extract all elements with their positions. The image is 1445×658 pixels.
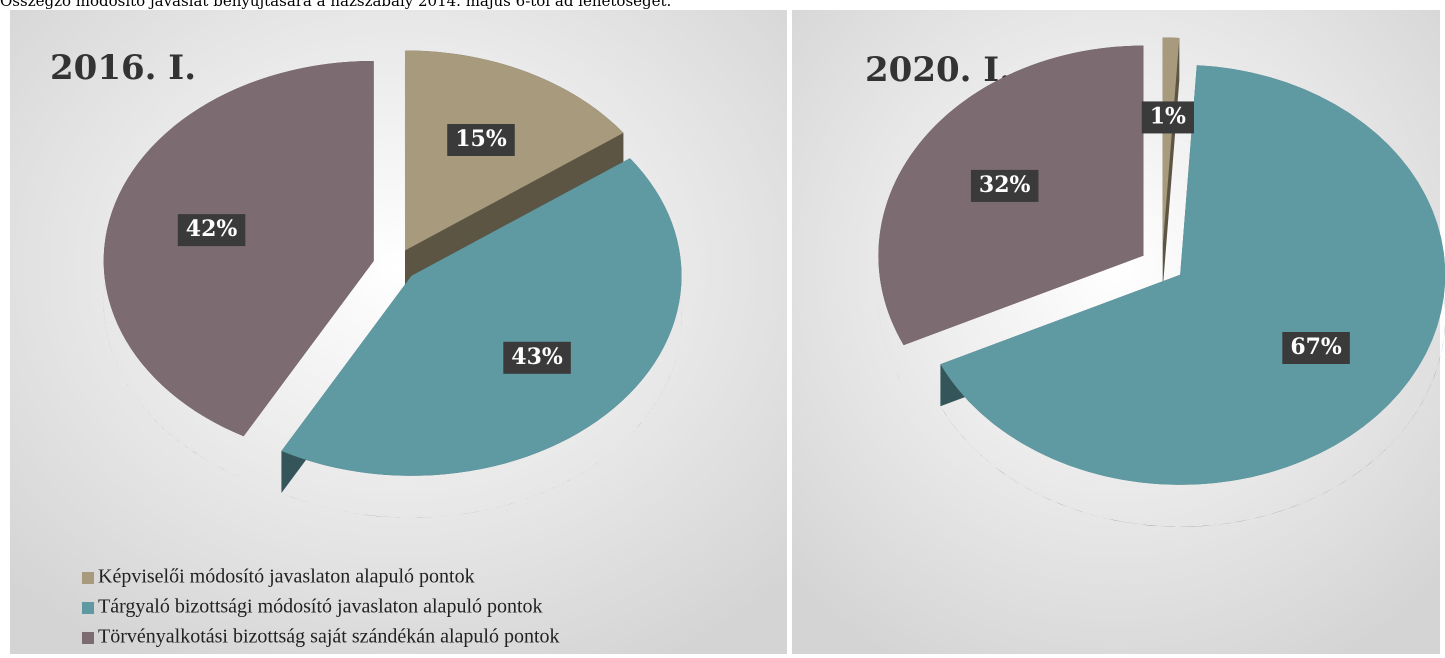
value-label-text: 43% bbox=[511, 344, 563, 370]
legend-swatch bbox=[82, 602, 94, 614]
value-label-box bbox=[503, 341, 571, 374]
value-label: 1% bbox=[1141, 101, 1194, 134]
value-label-text: 1% bbox=[1150, 103, 1186, 129]
value-label-box bbox=[1282, 331, 1350, 364]
legend-swatch bbox=[82, 632, 94, 644]
chart-title: 2016. I. bbox=[50, 48, 196, 88]
slice bbox=[281, 158, 682, 476]
value-label: 15% bbox=[447, 123, 515, 156]
value-label: 42% bbox=[177, 214, 246, 247]
slice bbox=[940, 65, 1445, 485]
value-label: 67% bbox=[1282, 331, 1350, 364]
legend-swatch bbox=[82, 572, 94, 584]
value-label-text: 42% bbox=[186, 216, 238, 242]
slice bbox=[103, 60, 374, 437]
value-label-text: 67% bbox=[1290, 334, 1342, 360]
legend-label: Tárgyaló bizottsági módosító javaslaton … bbox=[98, 596, 543, 618]
slice bbox=[1162, 37, 1180, 248]
value-label-box bbox=[970, 169, 1039, 202]
legend-label: Törvényalkotási bizottság saját szándéká… bbox=[98, 626, 560, 648]
value-label-box bbox=[447, 123, 515, 156]
value-label-text: 32% bbox=[979, 172, 1031, 198]
chart-title: 2020. I. bbox=[865, 50, 1011, 90]
caption: Összegző módosító javaslat benyújtására … bbox=[0, 0, 671, 10]
value-label: 32% bbox=[970, 169, 1039, 202]
value-label: 43% bbox=[503, 341, 571, 374]
value-label-box bbox=[177, 214, 246, 247]
legend-label: Képviselői módosító javaslaton alapuló p… bbox=[98, 566, 475, 588]
value-label-text: 15% bbox=[455, 126, 507, 152]
value-label-box bbox=[1141, 101, 1194, 134]
